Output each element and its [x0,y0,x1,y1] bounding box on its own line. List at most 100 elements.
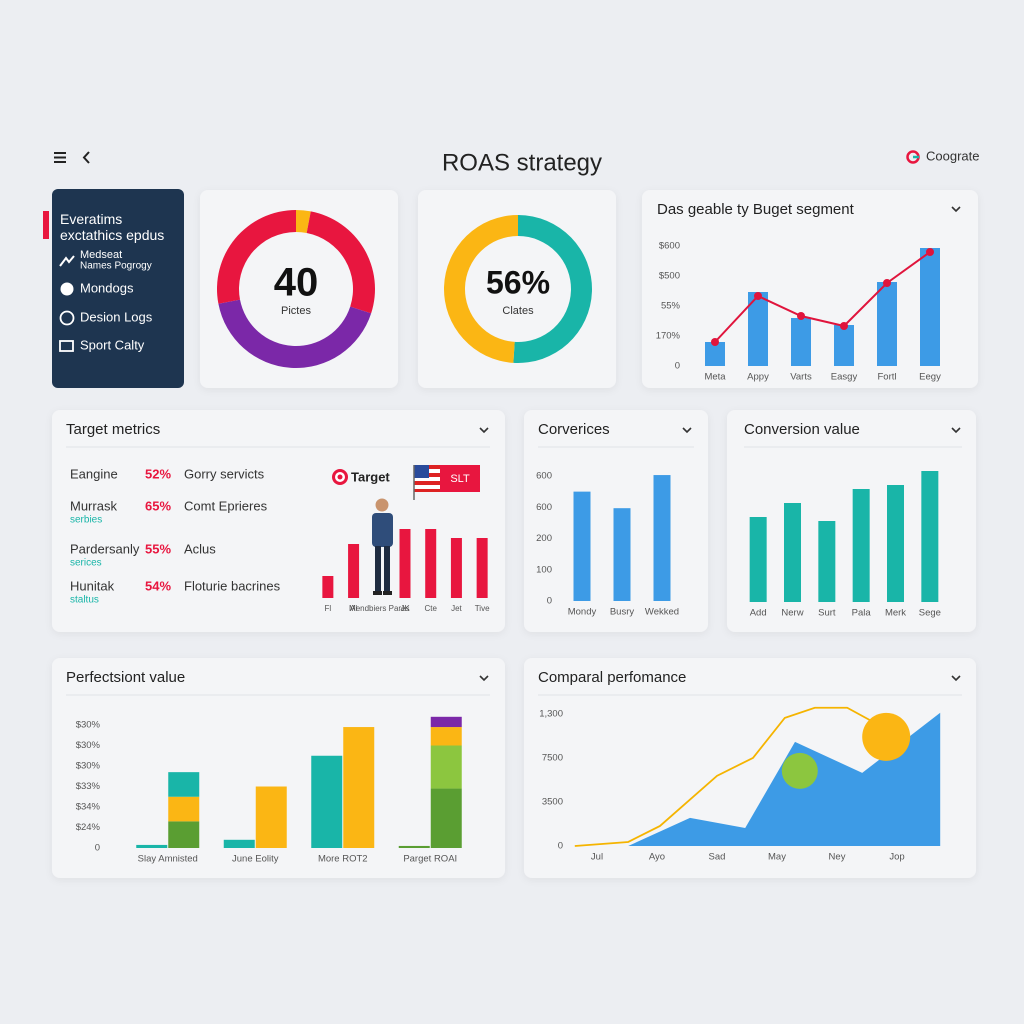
x-tick-label: Jul [591,852,603,863]
bar-segment [430,727,462,746]
item-icon [59,255,75,267]
bubble [862,712,911,761]
x-tick-label: Ayo [649,852,665,863]
metric-name: Pardersanly [70,541,140,556]
dropdown[interactable] [951,427,961,434]
x-tick-label: Al [350,604,357,613]
panel [52,410,505,632]
bar [653,475,671,601]
y-tick-label: 0 [95,843,100,854]
y-tick-label: 1,300 [539,708,563,719]
bar [818,521,836,602]
bar [450,538,462,598]
bar-segment [168,821,200,848]
x-tick-label: May [768,852,786,863]
page-title: ROAS strategy [442,149,602,176]
y-tick-label: $600 [659,241,680,252]
menu-icon[interactable] [54,152,66,163]
bar [705,342,725,366]
bar [476,538,488,598]
x-tick-label: Eegy [919,372,941,383]
y-tick-label: $33% [76,781,101,792]
dropdown[interactable] [479,427,489,434]
bar-segment [168,772,200,797]
target-brand: Target [351,469,390,484]
metric-sub: staltus [70,595,99,606]
sidebar-title: Everatims exctathics epdus [60,211,165,243]
donut-segment [217,210,296,304]
y-tick-label: $30% [76,720,101,731]
dropdown[interactable] [951,675,961,682]
flag [413,465,480,500]
sidebar [52,189,184,388]
bar-segment [343,727,375,848]
donut-value: 56% [486,264,550,300]
panel-title: Comparal perfomance [538,669,686,686]
bar [791,318,811,366]
back-icon[interactable] [82,151,90,164]
metric-sub: serices [70,558,102,569]
bubble [781,752,818,789]
bar [399,529,411,598]
active-marker [43,211,49,239]
x-tick-label: Jop [889,852,904,863]
item-icon [59,310,75,326]
metric-value: 55% [145,541,171,556]
bar [784,503,801,602]
metric-value: 65% [145,498,171,513]
sidebar-title-box: Everatims exctathics epdus [60,211,165,243]
dropdown[interactable] [682,427,692,434]
bar [573,491,591,601]
sidebar-item[interactable]: Medseat [80,249,122,261]
bar [834,325,854,366]
area [574,712,941,846]
metric-name: Hunitak [70,578,115,593]
line-point [754,292,762,300]
x-tick-label: Parget ROAI [403,854,457,865]
person [372,498,393,595]
dropdown[interactable] [479,675,489,682]
y-tick-label: 3500 [542,796,563,807]
donut-segment [443,215,518,363]
x-tick-label: Appy [747,372,769,383]
y-tick-label: $500 [659,271,680,282]
bar [852,489,870,602]
bar [920,248,940,366]
x-tick-label: Fl [325,604,332,613]
y-tick-label: 0 [558,841,563,852]
sidebar-item[interactable]: Sport Calty [80,337,145,352]
line-point [840,322,848,330]
y-tick-label: 170% [656,331,681,342]
x-tick-label: Pala [852,608,872,619]
panel-title: Das geable ty Buget segment [657,201,855,218]
target-logo [337,474,343,480]
y-tick-label: 0 [675,361,680,372]
sidebar-item[interactable]: Mondogs [80,280,134,295]
metric-detail: Gorry servicts [184,466,265,481]
bar [425,529,437,598]
line-point [883,279,891,287]
bar-segment [136,844,168,848]
x-tick-label: Mondy [568,607,597,618]
y-tick-label: $30% [76,740,101,751]
y-tick-label: 100 [536,564,552,575]
sidebar-item[interactable]: Desion Logs [80,309,153,324]
x-tick-label: Merk [885,608,906,619]
line-point [797,312,805,320]
y-tick-label: 0 [547,596,552,607]
x-tick-label: Surt [818,608,836,619]
line-point [711,338,719,346]
y-tick-label: $30% [76,761,101,772]
metric-sub: serbies [70,515,102,526]
panel-title: Perfectsiont value [66,669,185,686]
metric-detail: Aclus [184,541,216,556]
metric-detail: Comt Eprieres [184,498,268,513]
metric-value: 52% [145,466,171,481]
dropdown[interactable] [951,206,961,213]
x-tick-label: Meta [704,372,726,383]
bar-segment [430,745,462,789]
x-tick-label: Easgy [831,372,858,383]
panel-title: Target metrics [66,421,160,438]
bar-segment [168,796,200,822]
